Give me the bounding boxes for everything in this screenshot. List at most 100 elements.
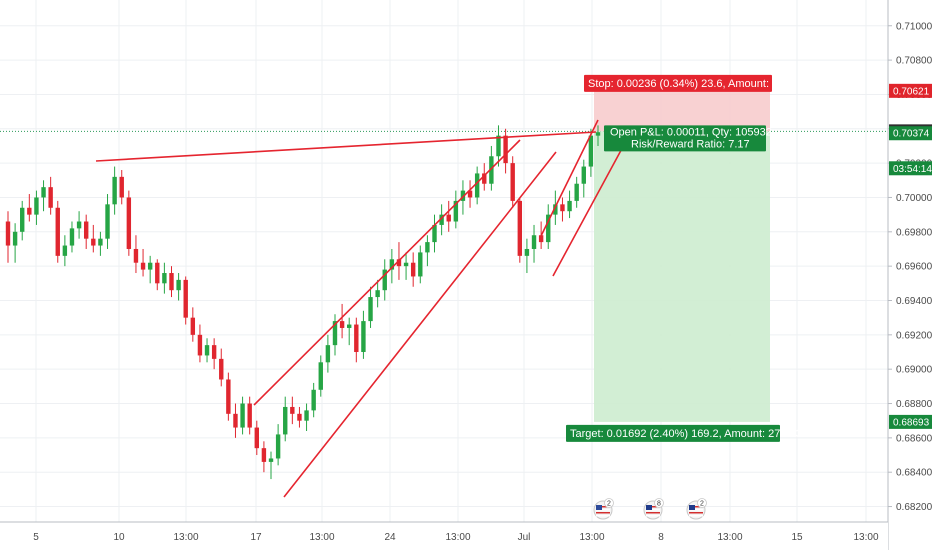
candle-body bbox=[98, 238, 103, 246]
candle-body bbox=[169, 273, 174, 291]
candle-body bbox=[474, 173, 480, 198]
candle-body bbox=[5, 221, 11, 246]
price-tick-label: 0.69800 bbox=[896, 227, 932, 238]
candle-body bbox=[418, 252, 423, 277]
time-tick-label: 13:00 bbox=[717, 532, 742, 543]
candle-body bbox=[233, 413, 238, 428]
candle-body bbox=[283, 406, 288, 435]
event-count-badge bbox=[654, 498, 664, 508]
trendlines bbox=[95, 119, 633, 498]
open-pnl-box bbox=[604, 125, 766, 152]
price-tick-label: 0.68600 bbox=[896, 433, 932, 444]
candle-body bbox=[581, 166, 586, 184]
flag-stripe bbox=[646, 509, 660, 511]
candle-body bbox=[489, 156, 494, 184]
price-tick-label: 0.69000 bbox=[896, 365, 932, 376]
candle-body bbox=[155, 262, 160, 284]
candle-body bbox=[105, 204, 110, 239]
event-icons[interactable]: 2 8 2 bbox=[593, 498, 707, 520]
candle-body bbox=[297, 413, 302, 421]
price-tick-label: 0.69600 bbox=[896, 262, 932, 273]
event-count: 2 bbox=[607, 501, 611, 508]
candle-body bbox=[126, 197, 132, 249]
candle-body bbox=[254, 427, 259, 449]
price-tag-label: 03:54:14 bbox=[893, 164, 932, 175]
candle-body bbox=[538, 235, 544, 243]
candle-body bbox=[588, 135, 594, 167]
candle-body bbox=[304, 410, 309, 421]
candle-body bbox=[55, 207, 60, 256]
target-zone bbox=[594, 131, 770, 422]
trendline bbox=[95, 131, 597, 162]
event-icon-au[interactable]: 8 bbox=[643, 498, 664, 520]
time-axis-bg bbox=[0, 522, 888, 550]
price-tick-label: 0.68800 bbox=[896, 399, 932, 410]
time-tick-label: 13:00 bbox=[853, 532, 878, 543]
candle-body bbox=[62, 245, 68, 256]
candle-body bbox=[275, 434, 281, 459]
time-tick-label: 13:00 bbox=[173, 532, 198, 543]
trendline bbox=[283, 151, 557, 498]
flag-stripe bbox=[646, 506, 660, 508]
candle-body bbox=[439, 214, 444, 225]
candle-body bbox=[247, 403, 252, 428]
candle-body bbox=[496, 135, 501, 157]
candle-body bbox=[69, 228, 75, 246]
candle-body bbox=[147, 262, 153, 270]
candle-body bbox=[347, 324, 352, 328]
candle-body bbox=[48, 187, 53, 208]
candle-body bbox=[510, 163, 515, 201]
event-icon-au-us[interactable]: 2 bbox=[686, 498, 707, 520]
flag-stripe bbox=[646, 515, 660, 517]
candle-body bbox=[375, 290, 380, 298]
stop-label: Stop: 0.00236 (0.34%) 23.6, Amount: 750 bbox=[588, 78, 790, 90]
candle-body bbox=[290, 406, 295, 414]
flag-stripe bbox=[596, 515, 610, 517]
target-label: Target: 0.01692 (2.40%) 169.2, Amount: 2… bbox=[570, 428, 808, 440]
candle-body bbox=[311, 389, 316, 411]
price-axis[interactable]: 0.710000.708000.706000.704000.702000.700… bbox=[887, 0, 932, 550]
price-tag-label: 0.70374 bbox=[893, 129, 930, 140]
flag-stripe bbox=[596, 509, 610, 511]
price-tag-label: 0.70621 bbox=[893, 86, 930, 97]
candle-body bbox=[140, 262, 146, 270]
candle-body bbox=[34, 197, 39, 215]
candle-body bbox=[432, 224, 437, 243]
candle-body bbox=[382, 269, 387, 291]
candle-body bbox=[595, 132, 601, 136]
candle-body bbox=[133, 248, 139, 263]
candle-body bbox=[546, 214, 551, 243]
candle-body bbox=[162, 273, 167, 284]
time-tick-label: 5 bbox=[33, 532, 39, 543]
price-tag-label: 0.68693 bbox=[893, 417, 930, 428]
candle-body bbox=[176, 279, 181, 291]
candle-body bbox=[368, 297, 373, 322]
candle-body bbox=[361, 321, 366, 353]
candle-body bbox=[112, 176, 117, 205]
candle-body bbox=[27, 207, 32, 215]
candle-body bbox=[12, 231, 18, 246]
time-tick-label: 8 bbox=[658, 532, 664, 543]
risk-reward-label: Risk/Reward Ratio: 7.17 bbox=[631, 138, 750, 150]
candle-body bbox=[240, 403, 245, 428]
trendline bbox=[253, 139, 521, 406]
event-icon-us[interactable]: 2 bbox=[593, 498, 614, 520]
price-tag bbox=[889, 126, 932, 141]
candle-body bbox=[318, 362, 323, 390]
candle-body bbox=[453, 200, 459, 222]
time-axis[interactable]: 5 10 13:00 17 13:00 24 13:00 Jul 13:00 8 13:00 15 13… bbox=[0, 521, 888, 550]
candle-body bbox=[91, 238, 96, 246]
candle-body bbox=[467, 190, 473, 198]
candle-body bbox=[190, 317, 196, 335]
price-tick-label: 0.71000 bbox=[896, 21, 932, 32]
time-tick-label: 24 bbox=[384, 532, 396, 543]
candle-body bbox=[524, 248, 530, 256]
price-tag bbox=[889, 161, 932, 176]
flag-stripe bbox=[689, 515, 703, 517]
event-count-badge bbox=[697, 498, 707, 508]
time-tick-label: 13:00 bbox=[579, 532, 604, 543]
candle-body bbox=[76, 221, 82, 229]
candle-body bbox=[425, 242, 430, 253]
time-tick-label: 13:00 bbox=[445, 532, 470, 543]
